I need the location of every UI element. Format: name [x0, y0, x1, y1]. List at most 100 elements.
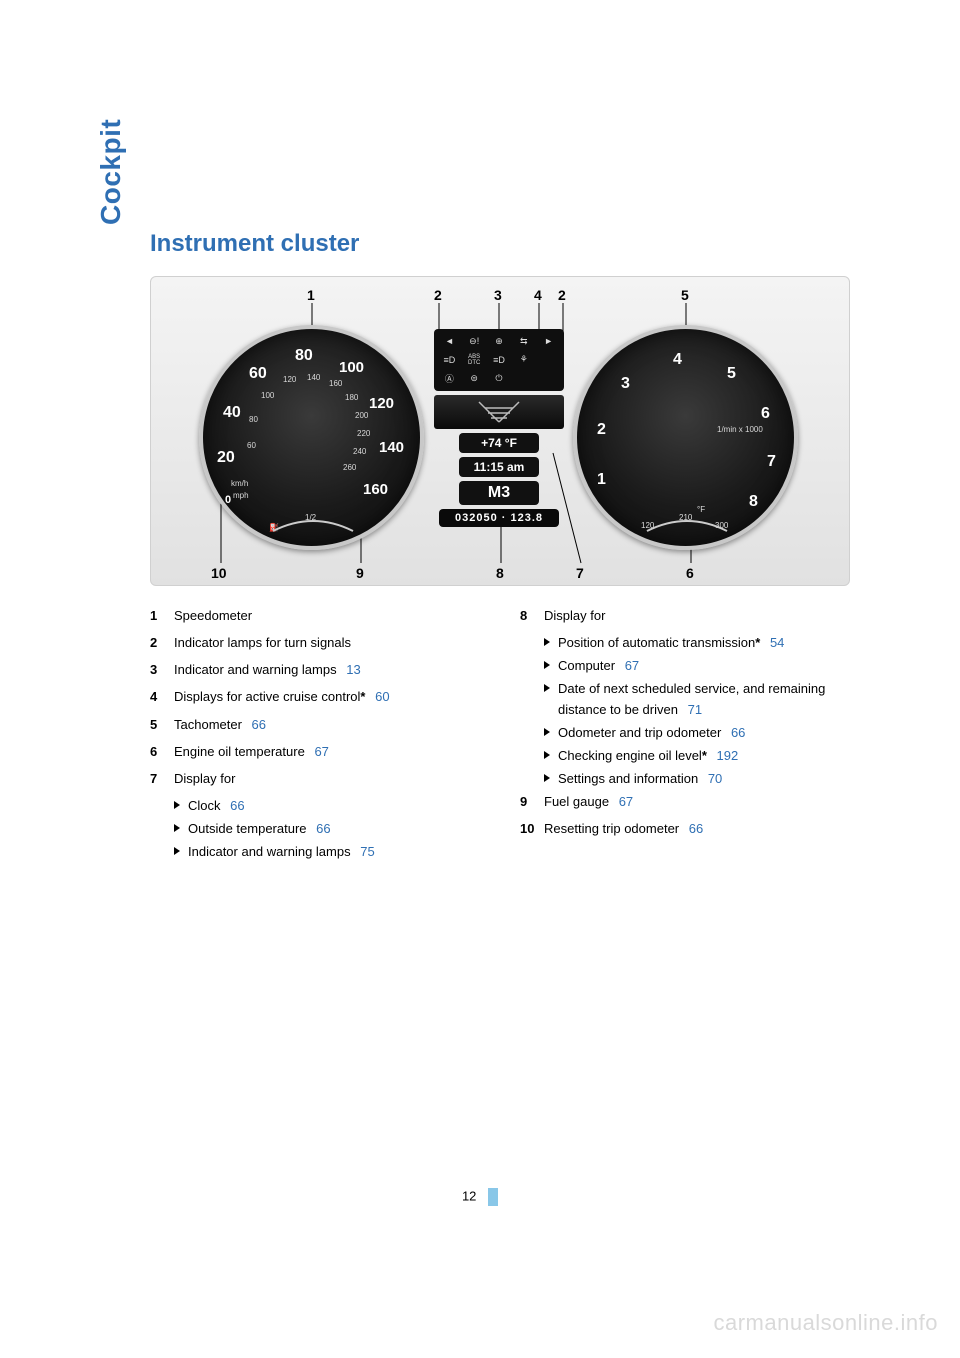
legend-item-number: 10	[520, 819, 544, 839]
speedo-140: 140	[379, 439, 404, 456]
kmh-100: 100	[261, 391, 274, 400]
outside-temp-display: +74 °F	[459, 433, 539, 453]
center-display-stack: ◄ ⊖! ⊕ ⇆ ► ≡D ABSDTC ≡D ⚘ Ⓐ ⊜ ⏻	[434, 329, 564, 527]
legend-columns: 1Speedometer 2Indicator lamps for turn si…	[150, 606, 860, 865]
headlight-icon: ≡D	[488, 352, 511, 369]
page-ref[interactable]: 54	[770, 635, 784, 650]
page-ref[interactable]: 66	[731, 725, 745, 740]
tach-8: 8	[749, 493, 758, 511]
triangle-bullet-icon	[174, 824, 180, 832]
page-ref[interactable]: 71	[688, 702, 702, 717]
legend-item: 1Speedometer	[150, 606, 480, 626]
legend-item-text: Tachometer 66	[174, 715, 480, 735]
callout-2a: 2	[434, 287, 442, 303]
legend-item: 9Fuel gauge 67	[520, 792, 850, 812]
legend-item-number: 5	[150, 715, 174, 735]
callout-7: 7	[576, 565, 584, 581]
legend-item: 6Engine oil temperature 67	[150, 742, 480, 762]
kmh-160: 160	[329, 379, 342, 388]
legend-item-number: 4	[150, 687, 174, 707]
legend-right-column: 8Display forPosition of automatic transm…	[520, 606, 850, 865]
seatbelt-icon: ⚘	[512, 352, 535, 369]
callout-10: 10	[211, 565, 227, 581]
page-number: 12	[0, 1188, 960, 1206]
page-ref[interactable]: 13	[346, 662, 360, 677]
speedo-20: 20	[217, 449, 235, 467]
page-ref[interactable]: 67	[625, 658, 639, 673]
legend-subitem: Odometer and trip odometer 66	[544, 723, 850, 743]
turn-right-icon: ►	[537, 333, 560, 350]
kmh-120: 120	[283, 375, 296, 384]
legend-item-number: 1	[150, 606, 174, 626]
kmh-220: 220	[357, 429, 370, 438]
power-icon: ⏻	[488, 370, 511, 387]
callout-1: 1	[307, 287, 315, 303]
section-heading: Instrument cluster	[150, 230, 860, 258]
page-ref[interactable]: 67	[314, 744, 328, 759]
legend-subitem-text: Outside temperature 66	[188, 819, 480, 839]
legend-item-text: Displays for active cruise control* 60	[174, 687, 480, 707]
legend-item-text: Resetting trip odometer 66	[544, 819, 850, 839]
tach-3: 3	[621, 375, 630, 393]
legend-subitem-text: Odometer and trip odometer 66	[558, 723, 850, 743]
watermark: carmanualsonline.info	[713, 1310, 938, 1336]
page-ref[interactable]: 66	[230, 798, 244, 813]
legend-item-number: 3	[150, 660, 174, 680]
legend-item-number: 7	[150, 769, 174, 789]
page-ref[interactable]: 66	[689, 821, 703, 836]
section-side-label: Cockpit	[95, 119, 127, 225]
legend-subitem-text: Clock 66	[188, 796, 480, 816]
legend-item-number: 6	[150, 742, 174, 762]
tach-6: 6	[761, 405, 770, 423]
speedo-unit-mph: mph	[233, 491, 249, 500]
triangle-bullet-icon	[174, 801, 180, 809]
optional-asterisk: *	[702, 748, 707, 763]
legend-item: 8Display for	[520, 606, 850, 626]
legend-item-number: 2	[150, 633, 174, 653]
speedo-160: 160	[363, 481, 388, 498]
abs-dtc-icon: ABSDTC	[463, 352, 486, 369]
speedo-100: 100	[339, 359, 364, 376]
page-ref[interactable]: 60	[375, 689, 389, 704]
warning-lamp-panel: ◄ ⊖! ⊕ ⇆ ► ≡D ABSDTC ≡D ⚘ Ⓐ ⊜ ⏻	[434, 329, 564, 391]
legend-subitem: Date of next scheduled service, and rema…	[544, 679, 850, 719]
page-ref[interactable]: 67	[619, 794, 633, 809]
legend-subitem-text: Computer 67	[558, 656, 850, 676]
tach-1: 1	[597, 471, 606, 489]
triangle-bullet-icon	[174, 847, 180, 855]
kmh-180: 180	[345, 393, 358, 402]
optional-asterisk: *	[360, 689, 365, 704]
kmh-240: 240	[353, 447, 366, 456]
kmh-80: 80	[249, 415, 258, 424]
callout-3: 3	[494, 287, 502, 303]
foglight-icon: ≡D	[438, 352, 461, 369]
tach-2: 2	[597, 421, 606, 439]
legend-subitem-text: Settings and information 70	[558, 769, 850, 789]
cruise-display	[434, 395, 564, 429]
legend-subitem: Outside temperature 66	[174, 819, 480, 839]
legend-item: 3Indicator and warning lamps 13	[150, 660, 480, 680]
legend-item: 10Resetting trip odometer 66	[520, 819, 850, 839]
page-ref[interactable]: 75	[360, 844, 374, 859]
page-ref[interactable]: 192	[717, 748, 739, 763]
callout-2b: 2	[558, 287, 566, 303]
page: Cockpit Instrument cluster 1 2 3 4 2 5 1…	[0, 0, 960, 1358]
callout-5: 5	[681, 287, 689, 303]
speedo-120: 120	[369, 395, 394, 412]
triangle-bullet-icon	[544, 684, 550, 692]
kmh-140: 140	[307, 373, 320, 382]
warn-icon: ⊖!	[463, 333, 486, 350]
warn-icon: ⇆	[512, 333, 535, 350]
legend-item-text: Indicator lamps for turn signals	[174, 633, 480, 653]
speedo-zero: 0	[225, 494, 231, 506]
gear-display: M3	[459, 481, 539, 505]
tach-5: 5	[727, 365, 736, 383]
legend-item-text: Engine oil temperature 67	[174, 742, 480, 762]
legend-item-text: Indicator and warning lamps 13	[174, 660, 480, 680]
page-ref[interactable]: 66	[252, 717, 266, 732]
triangle-bullet-icon	[544, 638, 550, 646]
clock-display: 11:15 am	[459, 457, 539, 477]
page-ref[interactable]: 70	[708, 771, 722, 786]
page-ref[interactable]: 66	[316, 821, 330, 836]
legend-subitem: Computer 67	[544, 656, 850, 676]
